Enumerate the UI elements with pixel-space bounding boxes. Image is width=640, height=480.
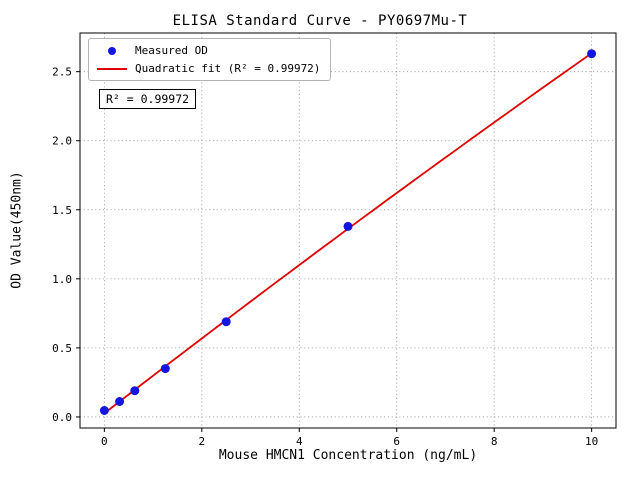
legend-item-quadratic-fit: Quadratic fit (R² = 0.99972) xyxy=(97,62,320,75)
x-axis-label: Mouse HMCN1 Concentration (ng/mL) xyxy=(218,448,478,463)
legend-label: Quadratic fit (R² = 0.99972) xyxy=(135,62,321,75)
svg-text:0.0: 0.0 xyxy=(52,411,72,424)
r-squared-annotation: R² = 0.99972 xyxy=(99,89,197,109)
svg-text:2.0: 2.0 xyxy=(52,135,72,148)
svg-text:1.5: 1.5 xyxy=(52,204,72,217)
legend-line-marker-icon xyxy=(97,67,127,70)
svg-text:1.0: 1.0 xyxy=(52,273,72,286)
svg-text:8: 8 xyxy=(491,435,498,448)
svg-text:10: 10 xyxy=(585,435,598,448)
svg-text:2: 2 xyxy=(199,435,206,448)
legend-item-measured-od: Measured OD xyxy=(97,44,320,57)
legend-label: Measured OD xyxy=(135,44,208,57)
svg-text:4: 4 xyxy=(296,435,303,448)
svg-text:2.5: 2.5 xyxy=(52,66,72,79)
chart-title: ELISA Standard Curve - PY0697Mu-T xyxy=(172,13,468,29)
svg-text:0: 0 xyxy=(101,435,108,448)
legend: Measured OD Quadratic fit (R² = 0.99972) xyxy=(88,38,332,81)
svg-text:0.5: 0.5 xyxy=(52,342,72,355)
legend-point-marker-icon xyxy=(108,46,116,55)
svg-text:6: 6 xyxy=(393,435,400,448)
